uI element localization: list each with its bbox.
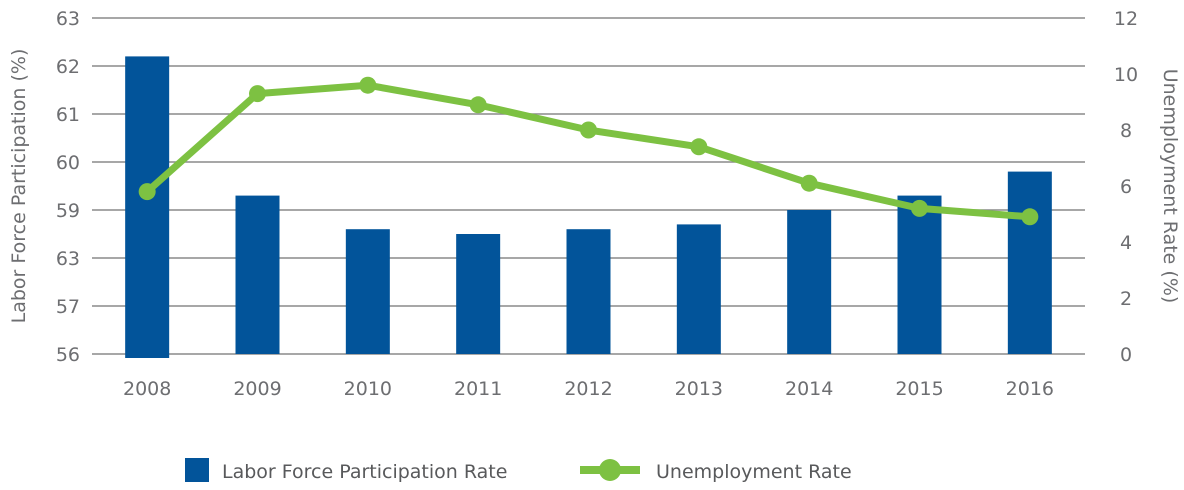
legend: Labor Force Participation Rate Unemploym… bbox=[185, 458, 852, 483]
point-2016 bbox=[1021, 208, 1039, 226]
left-axis-label: Labor Force Participation (%) bbox=[8, 49, 30, 324]
left-tick-label: 59 bbox=[56, 200, 80, 222]
left-tick-label: 60 bbox=[56, 152, 80, 174]
right-tick-label: 10 bbox=[1114, 64, 1138, 86]
bar-2013 bbox=[676, 224, 721, 354]
point-2015 bbox=[911, 199, 928, 217]
x-tick-label: 2011 bbox=[454, 378, 502, 400]
right-tick-label: 8 bbox=[1120, 120, 1132, 142]
bar-2012 bbox=[566, 229, 611, 354]
left-tick-label: 56 bbox=[56, 344, 80, 366]
bar-2014 bbox=[787, 210, 832, 354]
bar-2015 bbox=[897, 195, 942, 354]
x-tick-label: 2014 bbox=[785, 378, 833, 400]
bar-2016 bbox=[1007, 171, 1052, 354]
bar-2008 bbox=[125, 56, 170, 359]
right-axis-label: Unemployment Rate (%) bbox=[1159, 69, 1181, 304]
bars bbox=[125, 56, 1052, 359]
bar-2009 bbox=[235, 195, 280, 354]
x-tick-label: 2016 bbox=[1006, 378, 1054, 400]
x-axis-ticks: 2008 2009 2010 2011 2012 2013 2014 2015 2016 bbox=[123, 378, 1054, 400]
x-tick-label: 2015 bbox=[895, 378, 943, 400]
bar-2011 bbox=[456, 234, 501, 354]
right-axis-ticks: 12 10 8 6 4 2 0 bbox=[1114, 8, 1138, 366]
point-2011 bbox=[469, 96, 487, 114]
left-tick-label: 57 bbox=[56, 296, 80, 318]
bar-2010 bbox=[345, 229, 390, 354]
x-tick-label: 2012 bbox=[564, 378, 612, 400]
right-tick-label: 6 bbox=[1120, 176, 1132, 198]
point-2014 bbox=[800, 174, 818, 192]
legend-label-bar: Labor Force Participation Rate bbox=[222, 461, 507, 483]
unemployment-polyline bbox=[144, 81, 1031, 221]
right-tick-label: 12 bbox=[1114, 8, 1138, 30]
right-tick-label: 4 bbox=[1120, 232, 1132, 254]
point-2013 bbox=[690, 138, 708, 156]
left-tick-label: 62 bbox=[56, 56, 80, 78]
legend-label-line: Unemployment Rate bbox=[656, 461, 852, 483]
point-2010 bbox=[359, 76, 377, 94]
legend-swatch-bar bbox=[185, 458, 209, 482]
left-axis-ticks: 63 62 61 60 59 63 57 56 bbox=[56, 8, 80, 366]
point-2012 bbox=[580, 121, 597, 139]
x-tick-label: 2013 bbox=[675, 378, 723, 400]
right-tick-label: 2 bbox=[1120, 288, 1132, 310]
x-tick-label: 2010 bbox=[344, 378, 392, 400]
x-tick-label: 2008 bbox=[123, 378, 171, 400]
unemployment-line bbox=[138, 76, 1039, 226]
left-tick-label: 63 bbox=[56, 248, 80, 270]
point-2009 bbox=[249, 85, 266, 103]
left-tick-label: 61 bbox=[56, 104, 80, 126]
legend-swatch-marker bbox=[599, 459, 621, 481]
point-2008 bbox=[138, 183, 156, 201]
x-tick-label: 2009 bbox=[233, 378, 281, 400]
right-tick-label: 0 bbox=[1120, 344, 1132, 366]
left-tick-label: 63 bbox=[56, 8, 80, 30]
